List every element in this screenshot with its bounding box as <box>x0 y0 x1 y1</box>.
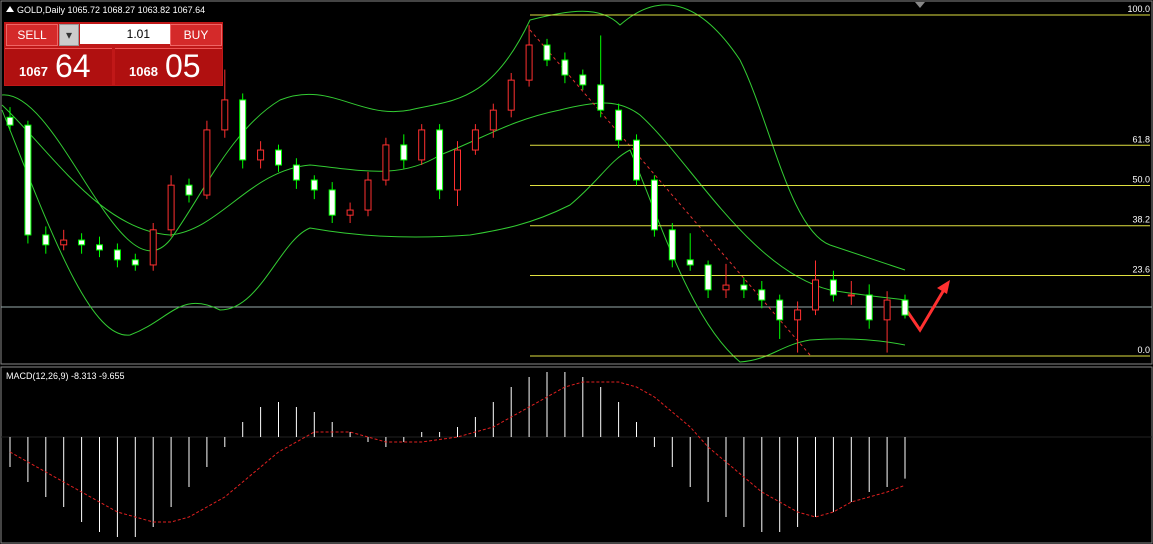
candle-body <box>78 239 86 246</box>
symbol-icon <box>6 6 14 12</box>
bid-small: 64 <box>55 48 91 84</box>
candle-body <box>257 149 265 161</box>
ask-small: 05 <box>165 48 201 84</box>
fib-label: 100.0 <box>1127 4 1150 14</box>
candle-body <box>275 149 282 166</box>
macd-panel <box>0 366 1153 544</box>
candle-body <box>847 294 855 297</box>
macd-label: MACD(12,26,9) -8.313 -9.655 <box>6 371 125 381</box>
bid-big: 1067 <box>19 64 48 79</box>
forecast-arrow-head <box>937 280 950 294</box>
candle-body <box>615 109 623 141</box>
candle-body <box>382 144 390 181</box>
candle-body <box>525 44 533 81</box>
fib-label: 23.6 <box>1132 265 1150 275</box>
lot-input[interactable]: 1.01 <box>80 24 172 44</box>
candle-body <box>633 139 640 181</box>
candle-body <box>579 74 587 86</box>
fib-label: 38.2 <box>1132 215 1150 225</box>
candle-body <box>507 79 515 111</box>
candle-body <box>812 279 819 311</box>
bollinger-lower <box>1 109 906 363</box>
candle-body <box>758 289 766 301</box>
ask-price[interactable]: 1068 05 <box>115 48 222 85</box>
candle-body <box>561 59 569 76</box>
candle-body <box>794 309 802 321</box>
candle-body <box>346 209 354 216</box>
candle-body <box>221 99 229 131</box>
bollinger-middle <box>1 102 906 301</box>
buy-button[interactable]: BUY <box>170 24 222 46</box>
candle-body <box>203 129 211 196</box>
candle-body <box>686 259 694 266</box>
candle-body <box>418 129 426 161</box>
symbol-info: GOLD,Daily 1065.72 1068.27 1063.82 1067.… <box>17 5 205 15</box>
candle-body <box>829 279 837 296</box>
macd-signal <box>9 381 906 523</box>
candle-body <box>740 284 748 291</box>
candle-body <box>364 179 372 211</box>
candle-body <box>776 299 784 321</box>
fib-label: 50.0 <box>1132 175 1150 185</box>
candle-body <box>489 109 497 131</box>
candle-body <box>650 179 658 231</box>
candle-body <box>668 229 676 261</box>
candle-body <box>42 234 50 246</box>
trade-panel: SELL ▾ 1.01 BUY 1067 64 1068 05 <box>4 22 223 86</box>
fib-label: 61.8 <box>1132 134 1150 144</box>
candle-body <box>113 249 121 261</box>
candle-body <box>167 184 175 231</box>
candle-body <box>597 84 605 111</box>
shift-marker <box>915 2 925 8</box>
lot-dropdown[interactable]: ▾ <box>59 24 79 46</box>
candle-body <box>24 124 32 236</box>
candle-body <box>436 129 444 191</box>
candle-body <box>96 244 103 251</box>
candle-body <box>60 239 68 246</box>
candle-body <box>239 99 247 161</box>
fib-label: 0.0 <box>1137 345 1150 355</box>
candle-body <box>185 184 193 196</box>
candle-body <box>704 264 712 291</box>
candle-body <box>471 129 479 151</box>
candle-body <box>6 116 14 126</box>
forecast-arrow <box>903 287 947 333</box>
ask-big: 1068 <box>129 64 158 79</box>
bollinger-upper <box>1 4 906 271</box>
candle-body <box>310 179 318 191</box>
candle-body <box>722 284 730 291</box>
bid-price[interactable]: 1067 64 <box>5 48 112 85</box>
candle-body <box>131 259 139 266</box>
candle-body <box>292 164 300 181</box>
candle-body <box>543 44 551 61</box>
candle-body <box>901 299 909 316</box>
sell-button[interactable]: SELL <box>6 24 58 46</box>
candle-body <box>865 294 873 321</box>
candle-body <box>328 189 336 216</box>
candle-body <box>883 299 891 321</box>
candle-body <box>454 149 461 191</box>
candle-body <box>400 144 408 161</box>
candle-body <box>149 229 157 266</box>
